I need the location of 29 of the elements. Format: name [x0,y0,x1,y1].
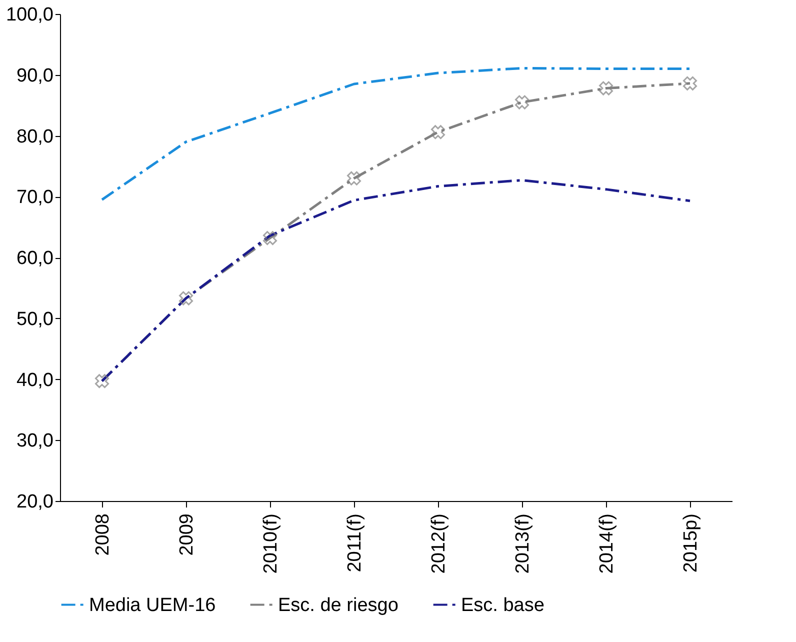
x-tick-label: 2008 [92,514,114,556]
point [598,81,614,96]
x-tick-label: 2009 [176,514,198,556]
x-tick-label: 2015p) [680,514,702,573]
x-tick-label: 2013(f) [512,514,534,574]
y-tick-label: 100,0 [6,4,54,26]
y-tick-label: 60,0 [16,248,54,269]
line-series [100,66,692,201]
y-tick-label: 40,0 [16,370,54,391]
x-tick-label: 2014(f) [596,514,618,574]
point [430,125,446,140]
x-tick-label: 2012(f) [428,514,450,574]
point [514,95,530,110]
legend-label: Esc. base [461,594,544,616]
point [682,76,698,90]
y-tick-label: 70,0 [16,187,54,208]
y-tick-label: 50,0 [16,308,54,330]
point [94,374,110,388]
y-tick-label: 20,0 [16,492,54,512]
point [262,231,278,246]
point [178,291,194,306]
x-tick-label: 2010(f) [260,514,282,574]
x-tick-label: 2011(f) [344,514,366,572]
legend-label: Media UEM-16 [89,594,216,616]
y-tick-label: 90,0 [16,65,54,86]
y-tick-label: 80,0 [16,126,54,148]
point [346,171,362,186]
y-tick-label: 30,0 [16,430,54,452]
legend-label: Esc. de riesgo [278,594,398,616]
